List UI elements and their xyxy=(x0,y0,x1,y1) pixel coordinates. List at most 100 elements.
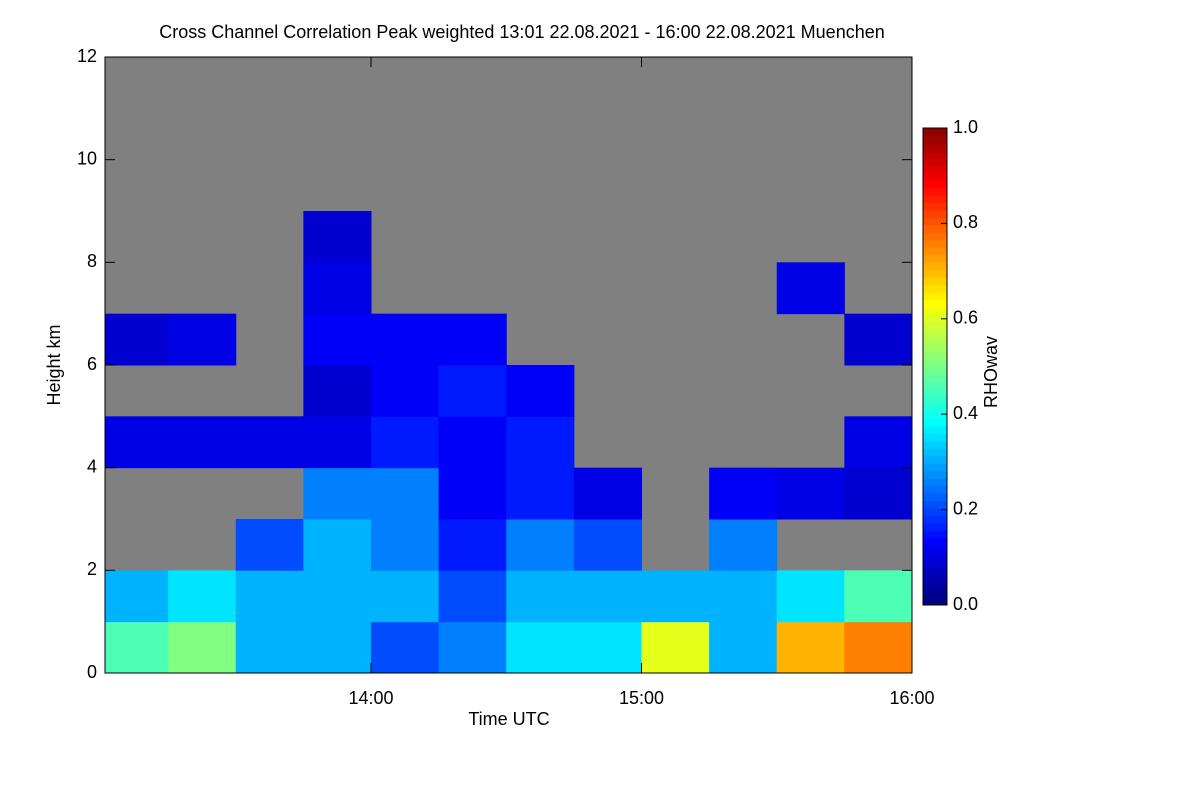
heatmap-cell xyxy=(844,313,912,366)
heatmap-cell xyxy=(235,519,304,571)
heatmap-cell xyxy=(438,570,507,623)
heatmap-cell xyxy=(709,467,778,520)
heatmap-cell xyxy=(168,621,237,673)
colorbar-frame xyxy=(922,127,948,606)
heatmap-cell xyxy=(506,519,575,571)
colorbar-swatch xyxy=(923,195,947,204)
colorbar-swatch xyxy=(923,508,947,517)
colorbar-tick-label: 0.4 xyxy=(953,403,978,423)
colorbar-swatch xyxy=(923,381,947,390)
heatmap-cell xyxy=(370,313,440,366)
colorbar-swatch xyxy=(923,597,947,606)
colorbar-swatch xyxy=(923,560,947,569)
heatmap xyxy=(105,57,912,673)
heatmap-cell xyxy=(235,621,304,673)
colorbar-swatch xyxy=(923,172,947,181)
heatmap-cell xyxy=(573,519,642,571)
colorbar-tick-label: 0.0 xyxy=(953,594,978,614)
heatmap-cell xyxy=(573,570,642,623)
heatmap-cell xyxy=(105,621,169,673)
heatmap-cell xyxy=(370,365,440,417)
colorbar-swatch xyxy=(923,336,947,345)
colorbar-swatch xyxy=(923,329,947,338)
heatmap-cell xyxy=(709,570,778,623)
colorbar-swatch xyxy=(923,463,947,472)
colorbar-swatch xyxy=(923,441,947,449)
heatmap-cell xyxy=(776,621,845,673)
heatmap-cell xyxy=(303,416,372,469)
colorbar-swatch xyxy=(923,157,947,166)
colorbar-swatch xyxy=(923,217,947,226)
heatmap-cell xyxy=(709,621,778,673)
colorbar-swatch xyxy=(923,448,947,457)
x-tick-label: 16:00 xyxy=(889,688,934,708)
heatmap-cell xyxy=(641,621,710,673)
colorbar-swatch xyxy=(923,359,947,367)
colorbar-swatch xyxy=(923,128,947,136)
heatmap-cell xyxy=(844,416,912,469)
colorbar-swatch xyxy=(923,388,947,397)
y-tick-label: 12 xyxy=(77,46,97,66)
heatmap-cell xyxy=(573,467,642,520)
heatmap-cell xyxy=(844,621,912,673)
heatmap-cell xyxy=(776,570,845,623)
heatmap-cell xyxy=(303,365,372,417)
colorbar-swatch xyxy=(923,351,947,360)
colorbar-swatch xyxy=(923,344,947,353)
heatmap-cell xyxy=(370,416,440,469)
heatmap-cell xyxy=(235,570,304,623)
colorbar-swatch xyxy=(923,224,947,233)
heatmap-cell xyxy=(438,519,507,571)
colorbar-swatch xyxy=(923,277,947,286)
colorbar-swatch xyxy=(923,575,947,584)
heatmap-cell xyxy=(168,313,237,366)
heatmap-cell xyxy=(303,313,372,366)
chart-title: Cross Channel Correlation Peak weighted … xyxy=(159,22,885,42)
colorbar-swatch xyxy=(923,567,947,576)
heatmap-cell xyxy=(235,416,304,469)
heatmap-cell xyxy=(776,467,845,520)
colorbar-swatch xyxy=(923,470,947,479)
heatmap-cell xyxy=(370,519,440,571)
colorbar-swatch xyxy=(923,478,947,487)
colorbar-swatch xyxy=(923,373,947,382)
heatmap-cell xyxy=(844,467,912,520)
heatmap-cell xyxy=(303,570,372,623)
heatmap-cell xyxy=(438,365,507,417)
colorbar-swatch xyxy=(923,269,947,278)
y-tick-label: 6 xyxy=(87,354,97,374)
x-axis-label: Time UTC xyxy=(468,709,549,729)
heatmap-cell xyxy=(105,313,169,366)
colorbar-swatch xyxy=(923,306,947,315)
colorbar-swatch xyxy=(923,530,947,539)
colorbar-swatch xyxy=(923,314,947,323)
heatmap-cell xyxy=(573,621,642,673)
heatmap-cell xyxy=(303,519,372,571)
y-tick-label: 8 xyxy=(87,251,97,271)
colorbar-swatch xyxy=(923,232,947,241)
colorbar-swatch xyxy=(923,366,947,375)
heatmap-cell xyxy=(641,570,710,623)
colorbar-tick-label: 0.6 xyxy=(953,308,978,328)
y-tick-label: 4 xyxy=(87,456,97,476)
colorbar-swatch xyxy=(923,202,947,211)
colorbar-swatch xyxy=(923,247,947,256)
heatmap-cell xyxy=(105,416,169,469)
colorbar-swatch xyxy=(923,135,947,144)
colorbar-swatch xyxy=(923,500,947,509)
heatmap-cell xyxy=(506,621,575,673)
heatmap-cell xyxy=(105,570,169,623)
colorbar-label: RHOwav xyxy=(981,336,1001,408)
colorbar-swatch xyxy=(923,433,947,442)
heatmap-cell xyxy=(506,467,575,520)
colorbar-swatch xyxy=(923,239,947,248)
colorbar-swatch xyxy=(923,582,947,591)
colorbar-swatch xyxy=(923,396,947,405)
colorbar-swatch xyxy=(923,515,947,524)
x-tick-label: 15:00 xyxy=(619,688,664,708)
colorbar-swatch xyxy=(923,209,947,218)
heatmap-cell xyxy=(438,621,507,673)
colorbar-swatch xyxy=(923,537,947,546)
colorbar-swatch xyxy=(923,142,947,151)
heatmap-cell xyxy=(438,313,507,366)
